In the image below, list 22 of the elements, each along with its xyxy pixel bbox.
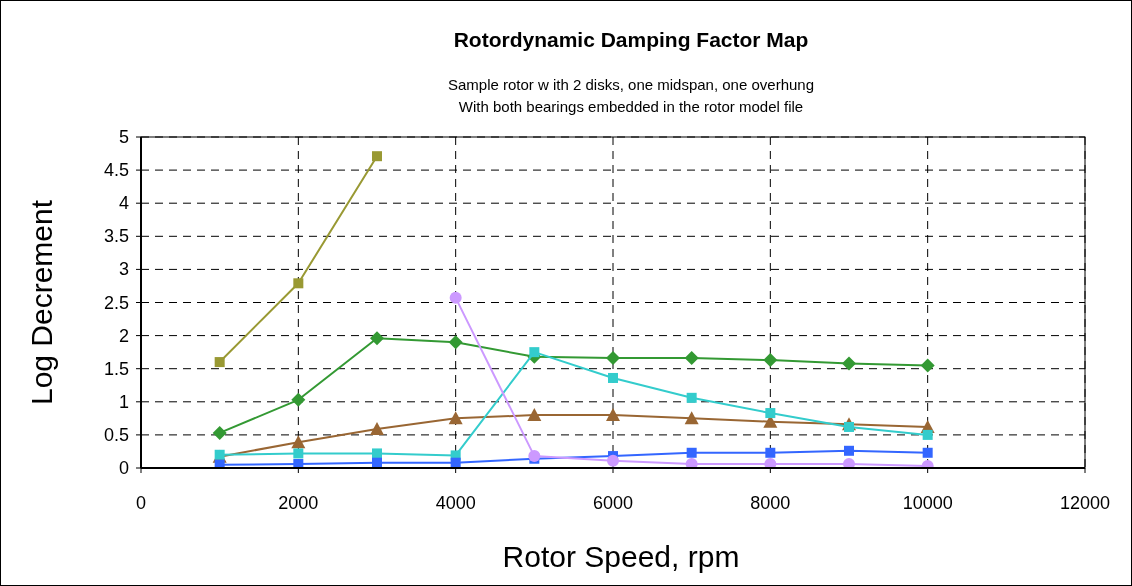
- y-tick-label: 4: [118, 193, 129, 214]
- y-tick-label: 0.5: [103, 424, 129, 445]
- y-tick-label: 0: [118, 458, 129, 478]
- x-tick-label: 2000: [278, 493, 319, 513]
- chart-title: Rotordynamic Damping Factor Map: [453, 28, 809, 51]
- y-tick-label: 4.5: [103, 160, 129, 181]
- y-tick-label: 2.5: [103, 292, 129, 313]
- x-tick-label: 8000: [750, 493, 791, 513]
- y-tick-label: 3.5: [103, 226, 129, 247]
- y-tick-label: 1.5: [103, 358, 129, 379]
- y-tick-label: 3: [118, 259, 129, 280]
- chart-subtitle: Sample rotor w ith 2 disks, one midspan, one overhung With both bearings embedded in the rotor model file: [447, 76, 815, 115]
- x-tick-label: 10000: [902, 493, 953, 513]
- x-tick-label: 12000: [1059, 493, 1111, 513]
- x-tick-label: 4000: [435, 493, 476, 513]
- x-tick-label: 0: [135, 493, 147, 513]
- x-tick-label: 6000: [592, 493, 634, 513]
- y-tick-label: 1: [118, 391, 129, 412]
- x-axis-title: Rotor Speed, rpm: [502, 540, 740, 573]
- y-tick-label: 2: [118, 325, 129, 346]
- y-axis-title: Log Decrement: [25, 199, 58, 406]
- y-tick-label: 5: [118, 127, 129, 147]
